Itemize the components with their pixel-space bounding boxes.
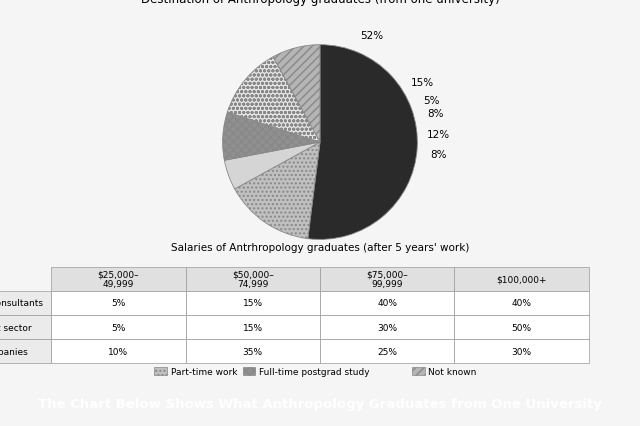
Wedge shape xyxy=(235,143,320,239)
Text: 52%: 52% xyxy=(360,31,383,41)
Title: Destination of Anthropology graduates (from one university): Destination of Anthropology graduates (f… xyxy=(141,0,499,6)
Legend: Full-time work, Part-time work, Part-time work + postgrad study, Full-time postg: Full-time work, Part-time work, Part-tim… xyxy=(154,354,486,376)
Wedge shape xyxy=(227,58,320,143)
Text: 8%: 8% xyxy=(430,150,446,160)
Wedge shape xyxy=(223,113,320,161)
Text: 8%: 8% xyxy=(427,109,444,119)
Title: Salaries of Antrhropology graduates (after 5 years' work): Salaries of Antrhropology graduates (aft… xyxy=(171,243,469,253)
Wedge shape xyxy=(225,143,320,190)
Text: The Chart Below Shows What Anthropology Graduates from One University: The Chart Below Shows What Anthropology … xyxy=(38,397,602,410)
Text: 12%: 12% xyxy=(427,130,450,139)
Wedge shape xyxy=(273,46,320,143)
Text: 15%: 15% xyxy=(411,78,434,88)
Text: 5%: 5% xyxy=(423,96,440,106)
Wedge shape xyxy=(308,46,417,240)
